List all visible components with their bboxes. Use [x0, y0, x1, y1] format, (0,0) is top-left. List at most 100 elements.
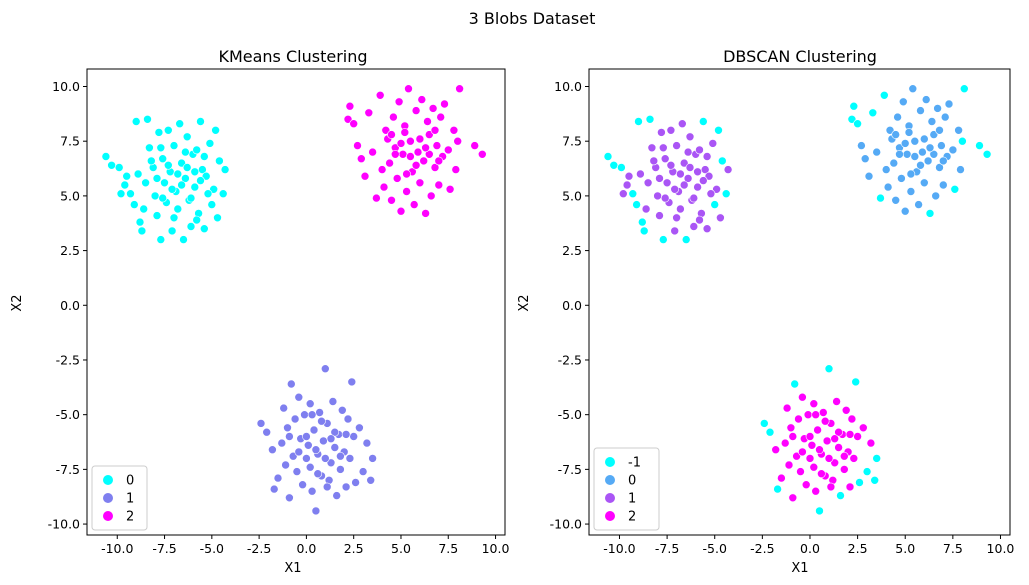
- point-cluster-1: [702, 152, 712, 161]
- point-cluster--1: [853, 119, 862, 128]
- point-cluster-0: [931, 191, 941, 201]
- point-cluster-2: [780, 438, 790, 448]
- y-tick-label: 0.0: [60, 298, 80, 313]
- point-cluster-2: [396, 139, 406, 148]
- point-cluster-2: [788, 493, 798, 503]
- point-cluster-0: [160, 178, 169, 188]
- point-cluster-1: [685, 163, 695, 172]
- point-cluster-2: [356, 154, 366, 163]
- point-cluster-0: [158, 154, 167, 163]
- point-cluster-1: [330, 443, 340, 452]
- point-cluster-1: [262, 427, 272, 437]
- x-tick-label: 7.5: [943, 541, 963, 556]
- point-cluster-0: [211, 126, 220, 135]
- point-cluster-0: [141, 178, 150, 188]
- point-cluster-2: [834, 443, 843, 452]
- point-cluster-0: [944, 99, 954, 109]
- point-cluster-0: [145, 143, 154, 153]
- point-cluster-0: [938, 180, 948, 190]
- point-cluster-1: [683, 174, 693, 183]
- point-cluster-0: [207, 200, 217, 209]
- point-cluster--1: [698, 117, 708, 126]
- y-tick-label: -2.5: [558, 352, 582, 367]
- point-cluster-2: [349, 119, 359, 128]
- point-cluster-2: [453, 136, 463, 146]
- point-cluster-1: [716, 213, 725, 223]
- point-cluster-0: [120, 180, 130, 190]
- point-cluster--1: [836, 491, 845, 500]
- y-tick-label: 5.0: [562, 188, 582, 203]
- point-cluster-0: [895, 150, 904, 159]
- point-cluster-1: [362, 438, 372, 448]
- legend-marker: [103, 493, 113, 503]
- point-cluster-0: [150, 191, 160, 201]
- point-cluster-0: [881, 165, 891, 174]
- point-cluster-0: [906, 187, 916, 196]
- point-cluster-2: [360, 171, 370, 181]
- point-cluster-1: [358, 467, 368, 476]
- point-cluster-2: [788, 432, 798, 441]
- point-cluster-0: [215, 156, 224, 166]
- point-cluster-1: [683, 147, 693, 157]
- point-cluster-0: [130, 200, 139, 209]
- point-cluster-0: [860, 154, 870, 163]
- point-cluster-0: [902, 150, 912, 159]
- x-tick-label: -10.0: [101, 541, 133, 556]
- point-cluster-0: [910, 136, 920, 146]
- point-cluster-0: [164, 126, 173, 135]
- point-cluster-2: [794, 414, 803, 424]
- point-cluster--1: [773, 484, 782, 494]
- point-cluster-2: [368, 147, 377, 157]
- point-cluster-0: [201, 171, 211, 181]
- point-cluster-1: [341, 430, 351, 439]
- point-cluster-2: [424, 130, 434, 139]
- point-cluster-1: [309, 425, 319, 435]
- point-cluster--1: [876, 193, 885, 203]
- point-cluster-0: [220, 165, 230, 174]
- point-cluster-2: [421, 143, 430, 153]
- point-cluster-2: [353, 141, 362, 150]
- point-cluster-1: [285, 432, 294, 441]
- point-cluster-1: [294, 392, 304, 402]
- legend-label: 2: [628, 510, 636, 525]
- point-cluster-2: [847, 414, 857, 424]
- point-cluster-0: [164, 161, 173, 170]
- point-cluster-0: [925, 143, 935, 153]
- legend-marker: [605, 511, 615, 521]
- point-cluster-2: [377, 165, 387, 174]
- point-cluster-0: [181, 174, 190, 183]
- point-cluster--1: [925, 209, 935, 218]
- point-cluster-1: [649, 156, 659, 166]
- point-cluster-0: [897, 174, 906, 183]
- point-cluster-1: [653, 191, 662, 201]
- point-cluster-0: [182, 163, 192, 172]
- point-cluster-2: [385, 158, 394, 168]
- point-cluster-2: [809, 399, 819, 409]
- point-cluster-1: [368, 454, 377, 463]
- point-cluster-1: [336, 465, 345, 474]
- y-tick-label: 2.5: [60, 243, 80, 258]
- point-cluster-2: [381, 126, 391, 135]
- x-tick-label: 7.5: [438, 541, 458, 556]
- point-cluster-2: [428, 104, 438, 113]
- point-cluster-0: [927, 117, 937, 126]
- point-cluster-2: [815, 445, 824, 455]
- point-cluster-1: [319, 436, 328, 446]
- point-cluster-2: [419, 156, 429, 166]
- point-cluster-1: [283, 423, 292, 433]
- point-cluster-0: [935, 126, 944, 135]
- y-tick-label: 10.0: [554, 79, 582, 94]
- point-cluster-1: [286, 379, 296, 389]
- point-cluster-1: [320, 364, 330, 374]
- point-cluster-0: [209, 185, 218, 194]
- point-cluster-1: [618, 189, 628, 198]
- point-cluster-2: [811, 486, 821, 496]
- point-cluster-2: [402, 169, 411, 179]
- point-cluster-2: [866, 438, 876, 448]
- point-cluster-0: [898, 97, 908, 107]
- point-cluster--1: [862, 467, 872, 476]
- point-cluster-0: [889, 158, 899, 168]
- point-cluster-2: [832, 397, 841, 406]
- point-cluster-1: [676, 169, 685, 179]
